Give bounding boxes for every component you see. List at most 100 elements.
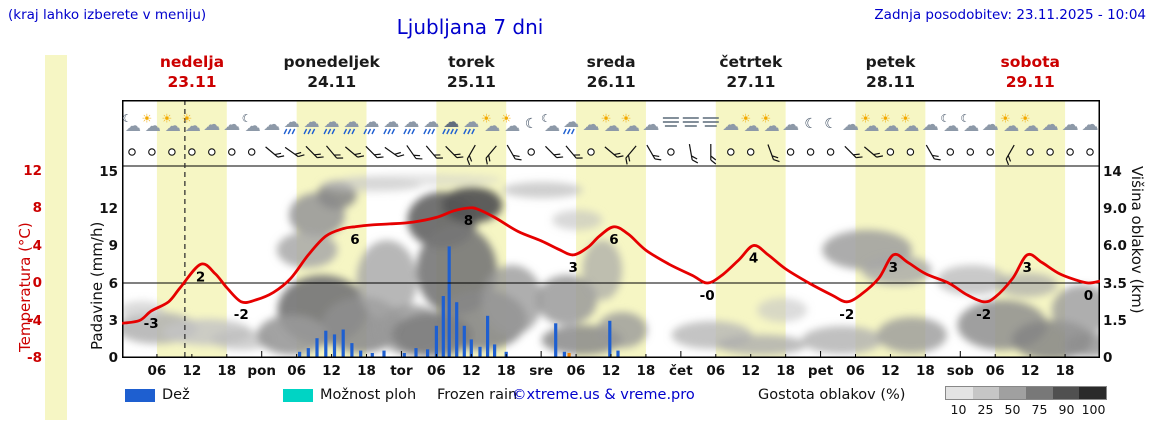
- precip-tick: 6: [108, 275, 118, 292]
- time-tick: 12: [461, 363, 481, 379]
- time-tick: 12: [601, 363, 621, 379]
- rain-bar: [562, 351, 566, 358]
- frozen-rain-bar: [567, 353, 571, 358]
- day-header-sreda: sreda 26.11: [586, 53, 636, 91]
- svg-text:☾: ☾: [804, 116, 817, 132]
- day-abbrev-tick: čet: [669, 363, 693, 379]
- weather-icon-moon: ☾: [824, 116, 837, 132]
- time-tick: 06: [147, 363, 167, 379]
- svg-text:☁: ☁: [883, 116, 899, 135]
- weather-icon-rain: ☁: [323, 112, 340, 135]
- weather-icon-moon-cloud: ☾☁: [242, 112, 261, 135]
- rain-legend-label: Dež: [162, 387, 190, 403]
- weather-icon-sun-cloud: ☀☁: [142, 111, 161, 134]
- cloud-height-tick: 9.0: [1103, 201, 1127, 218]
- wind-barb-icon: [406, 145, 423, 160]
- day-abbrev-tick: tor: [390, 363, 413, 379]
- temp-tick: 8: [32, 200, 42, 216]
- cloud-density-scale-segment: [999, 387, 1027, 399]
- svg-text:☁: ☁: [544, 116, 560, 135]
- rain-bar: [402, 353, 406, 358]
- wind-barb-icon: [425, 145, 443, 159]
- svg-text:☀: ☀: [162, 111, 173, 125]
- rain-bar: [306, 348, 310, 358]
- weather-icon-sun-cloud: ☀☁: [481, 111, 500, 134]
- rain-bar: [554, 323, 558, 358]
- rain-bar: [462, 325, 466, 358]
- svg-text:☁: ☁: [145, 116, 161, 135]
- precipitation-bars: [298, 246, 620, 358]
- temp-tick: -4: [27, 312, 42, 329]
- weather-icon-cloud: ☁: [1062, 115, 1079, 135]
- svg-text:☁: ☁: [263, 115, 280, 135]
- weather-icon-sun-cloud: ☀☁: [740, 111, 759, 134]
- temp-value-label: 3: [568, 260, 577, 276]
- wind-barb-icon: [265, 146, 285, 158]
- rain-bar: [608, 320, 612, 358]
- temp-value-label: 6: [350, 232, 359, 248]
- cloud-density-scale-label: 90: [1058, 402, 1075, 417]
- weather-icon-rain: ☁: [363, 112, 380, 135]
- weather-icon-cloud: ☁: [263, 115, 280, 135]
- rain-bar: [441, 296, 445, 358]
- svg-text:☀: ☀: [182, 111, 193, 125]
- calm-wind-icon: [188, 148, 196, 156]
- temp-value-label: 3: [1022, 260, 1031, 276]
- svg-text:☀: ☀: [142, 111, 153, 125]
- weather-icon-cloud: ☁: [842, 115, 859, 135]
- svg-text:☀: ☀: [481, 111, 492, 125]
- svg-text:☁: ☁: [563, 112, 579, 131]
- calm-wind-icon: [727, 148, 735, 156]
- wind-barb-icon: [565, 145, 583, 159]
- wind-barb-icon: [625, 145, 637, 165]
- svg-text:☁: ☁: [245, 116, 261, 135]
- cloud-density-scale-segment: [972, 387, 1000, 399]
- day-header-sobota: sobota 29.11: [1000, 53, 1061, 91]
- svg-text:☁: ☁: [922, 115, 939, 135]
- rain-bar: [455, 302, 459, 358]
- svg-text:☁: ☁: [125, 116, 141, 135]
- wind-barb-icon: [384, 146, 405, 158]
- calm-wind-icon: [128, 148, 136, 156]
- rain-bar: [298, 351, 302, 358]
- weather-icon-moon: ☾: [804, 116, 817, 132]
- weather-icon-moon-cloud: ☾☁: [122, 112, 141, 135]
- rain-bar: [493, 344, 497, 358]
- svg-text:☁: ☁: [624, 116, 640, 135]
- rain-bar: [341, 329, 345, 358]
- day-header-ponedeljek: ponedeljek 24.11: [283, 53, 380, 91]
- calm-wind-icon: [986, 148, 994, 156]
- cloud-density-scale-label: 75: [1031, 402, 1048, 417]
- svg-text:☁: ☁: [864, 116, 880, 135]
- rain-bar: [332, 334, 337, 358]
- precip-tick: 15: [99, 164, 118, 180]
- wind-barb-icon: [485, 145, 497, 165]
- cloud-density-scale-label: 10: [950, 402, 967, 417]
- rain-bar: [434, 325, 438, 358]
- calm-wind-icon: [1026, 148, 1034, 156]
- cloud-height-tick: 14: [1103, 164, 1122, 180]
- cloud-height-tick: 6.0: [1103, 238, 1127, 255]
- temp-tick: -8: [27, 350, 42, 366]
- weather-icon-rain: ☁: [283, 112, 300, 135]
- weather-icon-fog: [682, 117, 699, 127]
- temp-value-label: 0: [1084, 288, 1093, 304]
- calm-wind-icon: [247, 148, 256, 156]
- temp-value-label: 8: [464, 213, 473, 229]
- svg-text:☁: ☁: [165, 116, 181, 135]
- calm-wind-icon: [966, 148, 975, 156]
- rain-bar: [426, 349, 430, 358]
- cloud-density-scale-label: 50: [1004, 402, 1021, 417]
- copyright-link[interactable]: ©xtreme.us & vreme.pro: [512, 387, 695, 403]
- svg-text:☁: ☁: [782, 115, 799, 135]
- svg-text:☁: ☁: [583, 115, 600, 135]
- wind-barb-icon: [284, 146, 305, 158]
- day-abbrev-tick: pon: [247, 363, 276, 379]
- day-header-četrtek: četrtek 27.11: [719, 53, 783, 91]
- rain-bar: [486, 315, 490, 358]
- calm-wind-icon: [886, 148, 895, 156]
- calm-wind-icon: [946, 148, 955, 156]
- rain-bar: [324, 330, 328, 358]
- temp-value-label: 6: [609, 232, 618, 248]
